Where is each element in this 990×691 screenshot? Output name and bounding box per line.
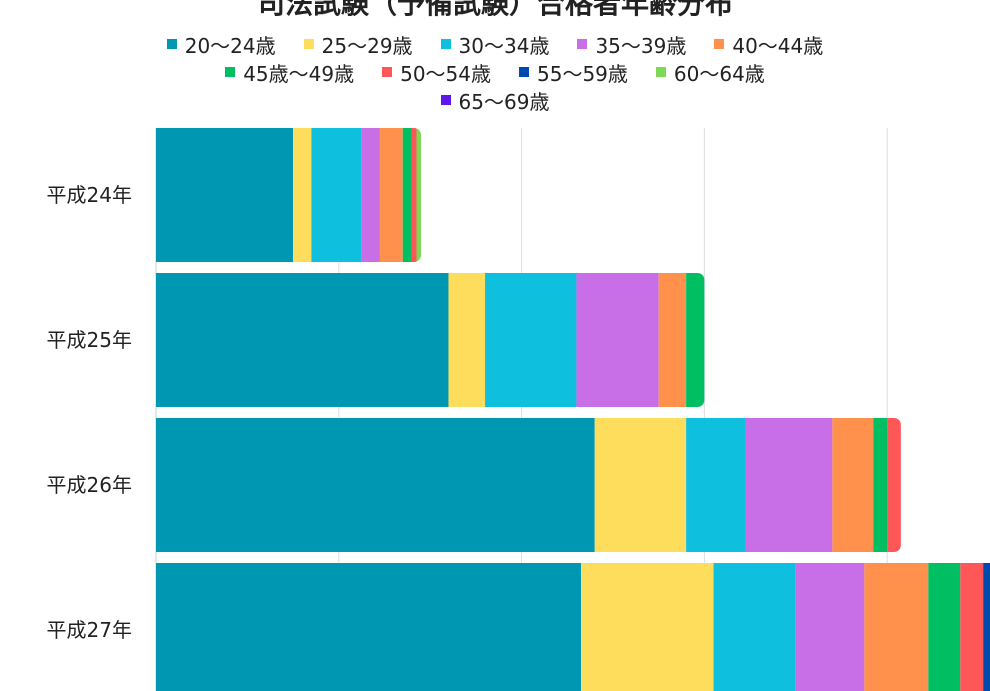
bar-segment[interactable] [293,128,312,262]
bar-segment[interactable] [379,128,403,262]
bar-segment[interactable] [983,563,990,691]
legend-item[interactable]: 55〜59歳 [519,58,628,87]
legend-item[interactable]: 30〜34歳 [440,30,550,59]
legend-row: 65〜69歳 [0,86,990,114]
bar-stack [156,563,990,691]
bar-segment[interactable] [686,273,705,407]
legend-label: 20〜24歳 [184,33,276,58]
legend-item[interactable]: 25〜29歳 [303,30,413,59]
category-label: 平成26年 [47,473,132,497]
bar-stack [156,273,705,407]
bar-segment[interactable] [576,273,659,407]
bar-segment[interactable] [713,563,796,691]
category-label: 平成27年 [47,618,132,642]
bar-segment[interactable] [928,563,961,691]
bar-stack [156,128,422,262]
legend-item[interactable]: 35〜39歳 [577,30,686,59]
legend-swatch [714,39,725,49]
legend-item[interactable]: 45歳〜49歳 [225,58,354,87]
chart-title: 司法試験（予備試験）合格者年齢分布 [256,0,733,20]
bar-segment[interactable] [402,128,412,262]
bar-segment[interactable] [416,128,422,262]
bar-segment[interactable] [581,563,714,691]
bar-segment[interactable] [832,418,874,552]
legend-label: 40〜44歳 [732,33,824,58]
bar-segment[interactable] [448,273,486,407]
bar-segment[interactable] [745,418,833,552]
legend-label: 65〜69歳 [458,89,550,114]
category-label: 平成25年 [47,328,132,352]
bar-segment[interactable] [156,128,294,262]
legend-label: 55〜59歳 [537,61,628,86]
legend-swatch [519,67,529,77]
category-label: 平成24年 [47,183,132,207]
legend-swatch [166,39,177,49]
legend-item[interactable]: 60〜64歳 [655,58,765,87]
bar-segment[interactable] [311,128,362,262]
bar-segment[interactable] [887,418,901,552]
legend-item[interactable]: 50〜54歳 [382,58,491,87]
legend-item[interactable]: 65〜69歳 [440,86,550,115]
legend-label: 60〜64歳 [673,61,765,86]
bar-stack [156,418,901,552]
legend-label: 35〜39歳 [595,33,687,58]
legend-label: 50〜54歳 [400,61,491,86]
bar-segment[interactable] [361,128,380,262]
bar-segment[interactable] [795,563,865,691]
bar-segment[interactable] [485,273,577,407]
bars [156,128,990,691]
legend-label: 25〜29歳 [321,33,413,58]
legend-swatch [225,67,236,77]
legend-row: 20〜24歳 25〜29歳 30〜34歳 35〜39歳 40〜44歳 [0,30,990,58]
bar-segment[interactable] [594,418,687,552]
legend-swatch [577,39,588,49]
legend-item[interactable]: 40〜44歳 [714,30,823,59]
bar-segment[interactable] [156,418,595,552]
bar-segment[interactable] [411,128,417,262]
legend-swatch [440,39,451,49]
legend-swatch [440,95,451,105]
bar-segment[interactable] [658,273,687,407]
bar-segment[interactable] [156,563,582,691]
bar-segment[interactable] [156,273,449,407]
chart-legend: 20〜24歳 25〜29歳 30〜34歳 35〜39歳 40〜44歳 45歳〜49歳 50… [0,30,990,114]
legend-label: 45歳〜49歳 [243,61,355,86]
legend-swatch [655,67,666,77]
bar-segment[interactable] [960,563,984,691]
legend-row: 45歳〜49歳 50〜54歳 55〜59歳 60〜64歳 [0,58,990,86]
legend-label: 30〜34歳 [458,33,550,58]
legend-swatch [382,67,393,77]
legend-swatch [303,39,314,49]
bar-segment[interactable] [873,418,888,552]
legend-item[interactable]: 20〜24歳 [166,30,276,59]
bar-segment[interactable] [686,418,746,552]
bar-segment[interactable] [864,563,929,691]
